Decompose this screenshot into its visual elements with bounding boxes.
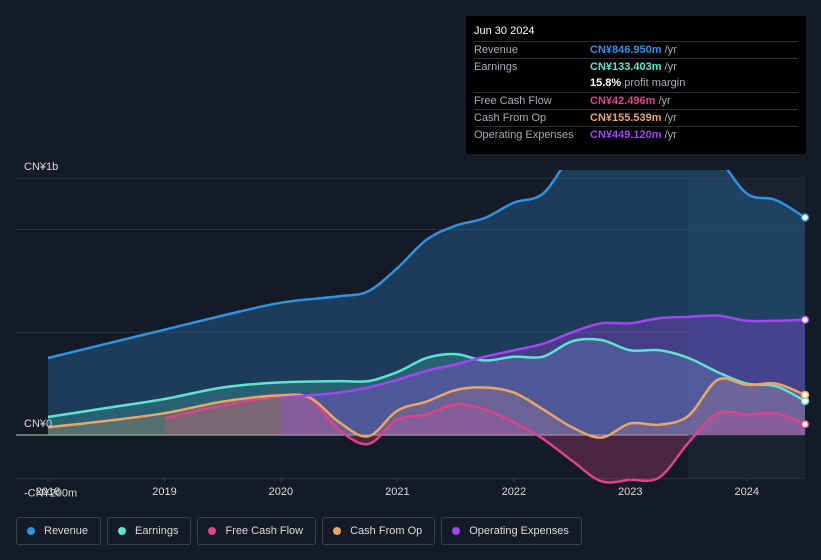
legend-item-revenue[interactable]: Revenue <box>16 517 102 545</box>
y-tick-label: CN¥1b <box>24 161 58 173</box>
legend-item-operating-expenses[interactable]: Operating Expenses <box>441 517 582 545</box>
legend-dot-icon <box>333 527 342 535</box>
tooltip-unit: /yr <box>658 95 671 107</box>
tooltip-label: Free Cash Flow <box>474 95 552 107</box>
legend: Revenue Earnings Free Cash Flow Cash Fro… <box>16 517 582 545</box>
legend-label: Free Cash Flow <box>225 525 304 537</box>
tooltip-row-cash-from-op: Cash From Op CN¥155.539m /yr <box>474 109 798 126</box>
tooltip-unit: profit margin <box>624 77 686 89</box>
line-operating-expenses <box>280 314 805 400</box>
legend-label: Operating Expenses <box>469 525 569 537</box>
x-tick-label: 2023 <box>618 486 642 498</box>
tooltip-label: Operating Expenses <box>474 129 574 141</box>
line-cash-from-op <box>47 377 805 439</box>
legend-dot-icon <box>118 527 127 535</box>
area-cash-from-op <box>48 378 805 438</box>
x-tick-label: 2021 <box>385 486 409 498</box>
series-areas <box>48 170 805 483</box>
legend-label: Cash From Op <box>350 525 423 537</box>
tooltip-value: 15.8% <box>590 77 622 89</box>
tooltip-value: CN¥42.496m <box>590 95 656 107</box>
area-earnings <box>48 339 805 435</box>
x-tick-label: 2019 <box>152 486 176 498</box>
tooltip-row-earnings: Earnings CN¥133.403m /yr <box>474 58 798 75</box>
line-earnings <box>47 337 805 419</box>
y-axis: CN¥1b CN¥0 -CN¥200m <box>24 161 77 499</box>
tooltip-label: Earnings <box>474 61 518 73</box>
x-tick-label: 2018 <box>36 486 60 498</box>
x-tick-label: 2024 <box>735 486 759 498</box>
tooltip-unit: /yr <box>664 129 677 141</box>
forecast-shade <box>688 178 805 478</box>
line-free-cash-flow <box>164 394 805 484</box>
tooltip-unit: /yr <box>664 44 677 56</box>
tooltip-label <box>474 75 590 92</box>
tooltip-row-operating-expenses: Operating Expenses CN¥449.120m /yr <box>474 126 798 143</box>
legend-dot-icon <box>452 527 461 535</box>
legend-item-cash-from-op[interactable]: Cash From Op <box>322 517 436 545</box>
tooltip-value: CN¥133.403m <box>590 61 662 73</box>
y-tick-label: CN¥0 <box>24 418 52 430</box>
legend-label: Earnings <box>135 525 179 537</box>
series-lines <box>47 170 805 484</box>
tooltip-unit: /yr <box>664 112 677 124</box>
tooltip: Jun 30 2024 Revenue CN¥846.950m /yr Earn… <box>466 16 806 154</box>
end-dot-free-cash-flow <box>800 419 810 429</box>
tooltip-date: Jun 30 2024 <box>474 25 535 37</box>
x-tick-label: 2022 <box>502 486 526 498</box>
line-revenue <box>47 170 805 360</box>
tooltip-label: Revenue <box>474 44 519 56</box>
end-dot-cash-from-op <box>800 390 810 400</box>
tooltip-row-revenue: Revenue CN¥846.950m /yr <box>474 41 798 58</box>
legend-item-free-cash-flow[interactable]: Free Cash Flow <box>197 517 317 545</box>
tooltip-row-free-cash-flow: Free Cash Flow CN¥42.496m /yr <box>474 92 798 109</box>
legend-dot-icon <box>27 527 35 535</box>
tooltip-row-profit-margin: 15.8% profit margin <box>474 75 798 92</box>
x-axis: 2018 2019 2020 2021 2022 2023 2024 <box>36 478 759 498</box>
gridlines <box>16 177 805 480</box>
tooltip-label: Cash From Op <box>474 112 547 124</box>
legend-item-earnings[interactable]: Earnings <box>107 517 192 545</box>
area-revenue <box>48 170 805 435</box>
y-tick-label: -CN¥200m <box>24 487 77 499</box>
tooltip-value: CN¥846.950m <box>590 44 662 56</box>
series-end-dots <box>800 213 810 429</box>
end-dot-revenue <box>800 213 810 222</box>
tooltip-unit: /yr <box>664 61 677 73</box>
end-dot-operating-expenses <box>800 315 810 324</box>
tooltip-value: CN¥449.120m <box>590 129 662 141</box>
legend-dot-icon <box>208 527 217 535</box>
x-tick-label: 2020 <box>269 486 293 498</box>
tooltip-value: CN¥155.539m <box>590 112 662 124</box>
legend-label: Revenue <box>44 525 89 537</box>
area-free-cash-flow <box>164 395 805 483</box>
